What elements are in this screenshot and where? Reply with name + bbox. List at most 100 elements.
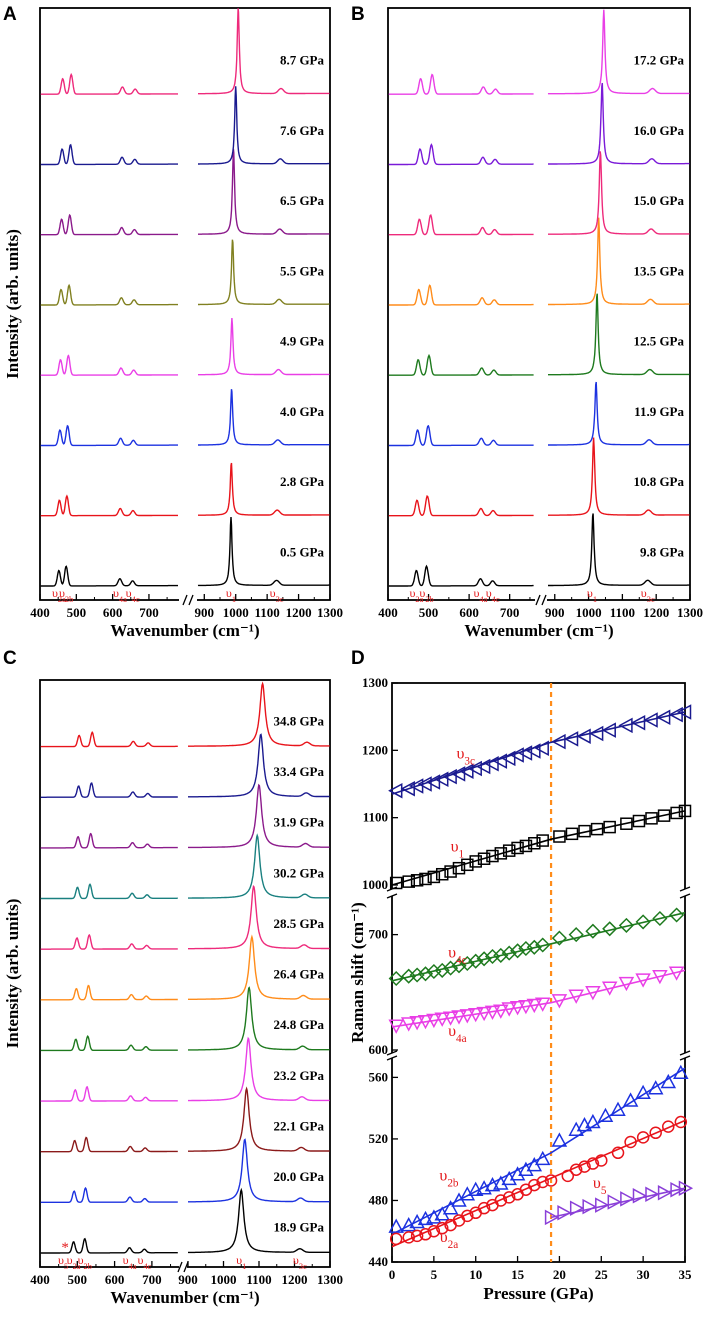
- y-break-mark: [386, 893, 398, 899]
- data-point: [568, 927, 584, 943]
- spectrum-line-a-6-b: [198, 86, 330, 165]
- y-break-mark: [386, 1050, 398, 1056]
- pressure-label: 8.7 GPa: [280, 53, 325, 68]
- pressure-label: 11.9 GPa: [634, 404, 684, 419]
- mode-label-2b: υ2b: [439, 1167, 459, 1189]
- spectrum-line-a-2: [40, 424, 178, 447]
- mode-label: υ2b: [419, 586, 433, 604]
- x-tick-label: 1100: [254, 605, 279, 620]
- data-point: [452, 1214, 466, 1227]
- x-axis-title: Wavenumber (cm⁻¹): [110, 1288, 259, 1307]
- data-point: [502, 844, 516, 857]
- data-point: [652, 910, 668, 927]
- data-point: [402, 875, 415, 888]
- asterisk-marker: *: [61, 1240, 69, 1256]
- data-point: [410, 1229, 424, 1243]
- data-point: [526, 939, 542, 955]
- spectrum-line-c-9-b: [188, 733, 330, 798]
- data-point: [484, 948, 501, 965]
- x-tick-label: 900: [178, 1272, 198, 1287]
- data-point: [388, 970, 404, 987]
- data-point: [618, 976, 635, 992]
- data-point: [467, 1181, 484, 1196]
- data-point: [518, 940, 534, 957]
- axis-break-mark: [182, 594, 188, 606]
- data-point: [534, 1150, 551, 1166]
- data-point: [511, 841, 524, 855]
- panel-d-raman-shift-vs-pressure: 0 5 10 15 20 25 30 35 440 480 520 560 600 700 1000 1100…: [348, 675, 694, 1303]
- y-break-mask: [681, 1053, 689, 1058]
- data-point: [551, 733, 566, 750]
- mode-label-5: υ5: [593, 1175, 607, 1197]
- data-point: [669, 907, 685, 923]
- y-tick-label: 520: [369, 1131, 389, 1146]
- y-axis-title: Intensity (arb. units): [3, 899, 22, 1049]
- data-point: [660, 1073, 677, 1089]
- y-axis-title: Raman shift (cm⁻¹): [348, 902, 367, 1043]
- data-point: [553, 830, 566, 843]
- spectrum-line-c-7-b: [188, 833, 330, 899]
- spectrum-line-c-6: [40, 933, 178, 950]
- data-point: [443, 960, 459, 976]
- fit-line: [391, 810, 686, 886]
- data-point: [630, 714, 646, 731]
- y-break-mark: [679, 886, 691, 892]
- data-point: [563, 731, 579, 747]
- data-point: [551, 994, 568, 1009]
- mode-label: υ2b: [59, 586, 73, 604]
- data-point: [484, 1005, 501, 1020]
- data-point: [469, 855, 482, 868]
- data-point: [636, 1131, 650, 1144]
- y-tick-label: 1000: [362, 877, 388, 892]
- x-tick-label: 900: [195, 605, 215, 620]
- y-break-mark: [679, 1050, 691, 1056]
- data-point: [459, 955, 475, 972]
- data-point: [551, 930, 567, 946]
- data-point: [427, 870, 441, 884]
- data-point: [569, 1163, 583, 1176]
- data-point: [468, 953, 484, 969]
- data-point: [435, 867, 449, 881]
- spectrum-line-b-4-b: [548, 217, 690, 306]
- data-point: [674, 1115, 688, 1129]
- data-point: [678, 1180, 694, 1196]
- y-break-mask: [388, 889, 396, 896]
- spectrum-line-c-0-b: [188, 1187, 330, 1254]
- pressure-label: 24.8 GPa: [273, 1017, 324, 1032]
- spectrum-line-c-8-b: [188, 783, 330, 849]
- pressure-label: 26.4 GPa: [273, 967, 324, 982]
- data-point: [645, 812, 658, 825]
- data-point: [526, 998, 543, 1014]
- mode-label: υ1: [587, 586, 597, 604]
- x-tick-label: 35: [679, 1267, 693, 1282]
- y-tick-label: 1300: [362, 675, 388, 690]
- spectrum-line-c-2: [40, 1136, 178, 1153]
- pressure-label: 28.5 GPa: [273, 916, 324, 931]
- data-point: [492, 753, 508, 769]
- pressure-label: 23.2 GPa: [273, 1068, 324, 1083]
- data-point: [534, 740, 549, 757]
- x-tick-label: 10: [469, 1267, 482, 1282]
- data-point: [417, 1014, 434, 1030]
- data-point: [484, 1177, 501, 1192]
- spectrum-line-a-5: [40, 213, 178, 236]
- data-point: [578, 1160, 591, 1173]
- data-point: [528, 1178, 541, 1192]
- spectrum-line-b-6-b: [548, 82, 690, 165]
- spectrum-line-a-3-b: [198, 318, 330, 376]
- x-tick-label: 600: [105, 1272, 125, 1287]
- y-tick-label: 600: [369, 1042, 389, 1057]
- data-point: [510, 943, 526, 959]
- x-tick-label: 900: [545, 605, 565, 620]
- data-point: [603, 820, 616, 834]
- spectrum-line-b-1: [388, 494, 534, 517]
- data-point: [442, 1011, 459, 1026]
- pressure-label: 6.5 GPa: [280, 193, 325, 208]
- y-break-mark: [386, 1055, 398, 1061]
- spectrum-line-b-3-b: [548, 293, 690, 376]
- data-point: [645, 1186, 660, 1203]
- y-tick-label: 1200: [362, 742, 388, 757]
- data-point: [635, 973, 651, 988]
- data-point: [607, 1194, 622, 1210]
